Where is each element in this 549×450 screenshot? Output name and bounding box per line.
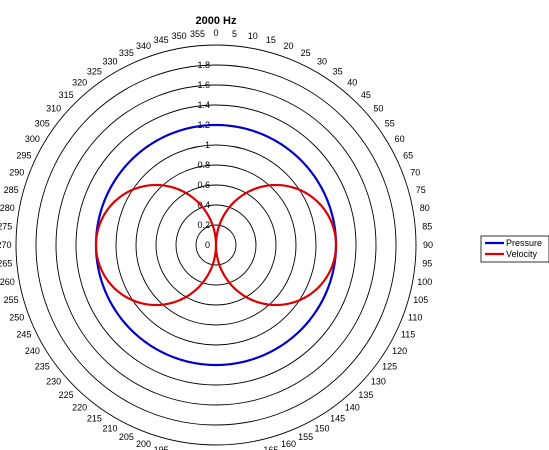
angle-tick-label: 90 (423, 240, 433, 250)
angle-tick-label: 135 (358, 390, 373, 400)
angle-tick-label: 120 (392, 346, 407, 356)
angle-tick-label: 335 (119, 48, 134, 58)
angle-tick-label: 290 (9, 168, 24, 178)
angle-tick-label: 160 (281, 439, 296, 449)
angle-tick-label: 255 (4, 295, 19, 305)
radial-tick-label: 0.6 (197, 180, 210, 190)
angle-tick-label: 310 (46, 104, 61, 114)
angle-tick-label: 270 (0, 240, 12, 250)
angle-tick-label: 280 (0, 203, 15, 213)
angle-tick-label: 0 (213, 28, 218, 38)
radial-tick-label: 0 (205, 240, 210, 250)
angle-tick-label: 100 (417, 277, 432, 287)
angle-tick-label: 225 (59, 390, 74, 400)
angle-tick-label: 50 (373, 104, 383, 114)
angle-tick-label: 210 (102, 424, 117, 434)
radial-tick-label: 0.4 (197, 200, 210, 210)
angle-tick-label: 75 (416, 185, 426, 195)
angle-tick-label: 170 (245, 449, 260, 450)
grid-ring (135, 164, 297, 326)
grid-ring (35, 64, 397, 426)
angle-tick-label: 240 (25, 346, 40, 356)
angle-tick-label: 25 (301, 48, 311, 58)
angle-tick-label: 265 (0, 259, 12, 269)
angle-tick-label: 10 (248, 31, 258, 41)
angle-tick-label: 235 (35, 362, 50, 372)
radial-tick-label: 1.8 (197, 60, 210, 70)
radial-tick-label: 1.6 (197, 80, 210, 90)
radial-tick-labels: 00.20.40.60.811.21.41.61.8 (197, 60, 210, 250)
angle-tick-label: 330 (102, 56, 117, 66)
angle-tick-label: 165 (263, 445, 278, 450)
angle-tick-label: 145 (330, 414, 345, 424)
angle-tick-label: 95 (422, 259, 432, 269)
angle-tick-label: 65 (403, 150, 413, 160)
angle-tick-label: 110 (408, 313, 422, 323)
angle-tick-label: 295 (16, 150, 31, 160)
angle-tick-label: 70 (410, 168, 420, 178)
angle-tick-label: 315 (59, 90, 74, 100)
angle-tick-label: 85 (422, 222, 432, 232)
angle-tick-label: 300 (25, 134, 40, 144)
polar-grid (15, 44, 417, 446)
angle-tick-label: 155 (298, 432, 313, 442)
angle-tick-label: 105 (413, 295, 428, 305)
grid-ring (155, 184, 277, 306)
legend-box (480, 235, 549, 263)
angle-tick-label: 60 (395, 134, 405, 144)
grid-ring (175, 204, 257, 286)
angle-tick-label: 55 (385, 118, 395, 128)
angle-tick-label: 325 (87, 66, 102, 76)
angle-tick-labels: 0 5 10 152025303540455055606570758085909510… (0, 28, 433, 450)
radial-tick-label: 1.4 (197, 100, 210, 110)
angle-tick-label: 230 (46, 376, 61, 386)
angle-tick-label: 125 (382, 362, 397, 372)
legend-label-velocity: Velocity (506, 249, 538, 259)
angle-tick-label: 350 (172, 31, 187, 41)
angle-tick-label: 245 (16, 330, 31, 340)
series-velocity-line (94, 183, 338, 307)
angle-tick-label: 305 (35, 118, 50, 128)
angle-tick-label: 220 (72, 402, 87, 412)
series-pressure-line (94, 123, 338, 367)
grid-ring (115, 144, 317, 346)
angle-tick-label: 5 (232, 29, 237, 39)
grid-ring (195, 224, 237, 266)
angle-tick-label: 320 (72, 78, 87, 88)
grid-ring (15, 44, 417, 446)
angle-tick-label: 40 (347, 78, 357, 88)
legend-label-pressure: Pressure (506, 238, 542, 248)
angle-tick-label: 35 (333, 66, 343, 76)
series-group (94, 123, 338, 367)
angle-tick-label: 150 (314, 424, 329, 434)
angle-tick-label: 190 (172, 449, 187, 450)
angle-tick-label: 205 (119, 432, 134, 442)
angle-tick-label: 285 (4, 185, 19, 195)
angle-tick-label: 20 (283, 41, 293, 51)
angle-tick-label: 80 (420, 203, 430, 213)
angle-tick-label: 130 (371, 376, 386, 386)
grid-ring (55, 84, 377, 406)
grid-ring (75, 104, 357, 386)
angle-tick-label: 45 (361, 90, 371, 100)
angle-tick-label: 275 (0, 222, 12, 232)
radial-tick-label: 0.2 (197, 220, 210, 230)
angle-tick-label: 355 (190, 29, 205, 39)
angle-tick-label: 260 (0, 277, 15, 287)
angle-tick-label: 195 (154, 445, 169, 450)
angle-tick-label: 345 (154, 35, 169, 45)
angle-tick-label: 340 (136, 41, 151, 51)
angle-tick-label: 250 (9, 313, 24, 323)
angle-tick-label: 30 (317, 56, 327, 66)
angle-tick-label: 200 (136, 439, 151, 449)
angle-tick-label: 115 (401, 330, 415, 340)
angle-tick-label: 215 (87, 414, 102, 424)
radial-tick-label: 0.8 (197, 160, 210, 170)
chart-title: 2000 Hz (196, 15, 237, 27)
radial-tick-label: 1 (205, 140, 210, 150)
angle-tick-label: 15 (266, 35, 276, 45)
angle-tick-label: 140 (345, 402, 360, 412)
